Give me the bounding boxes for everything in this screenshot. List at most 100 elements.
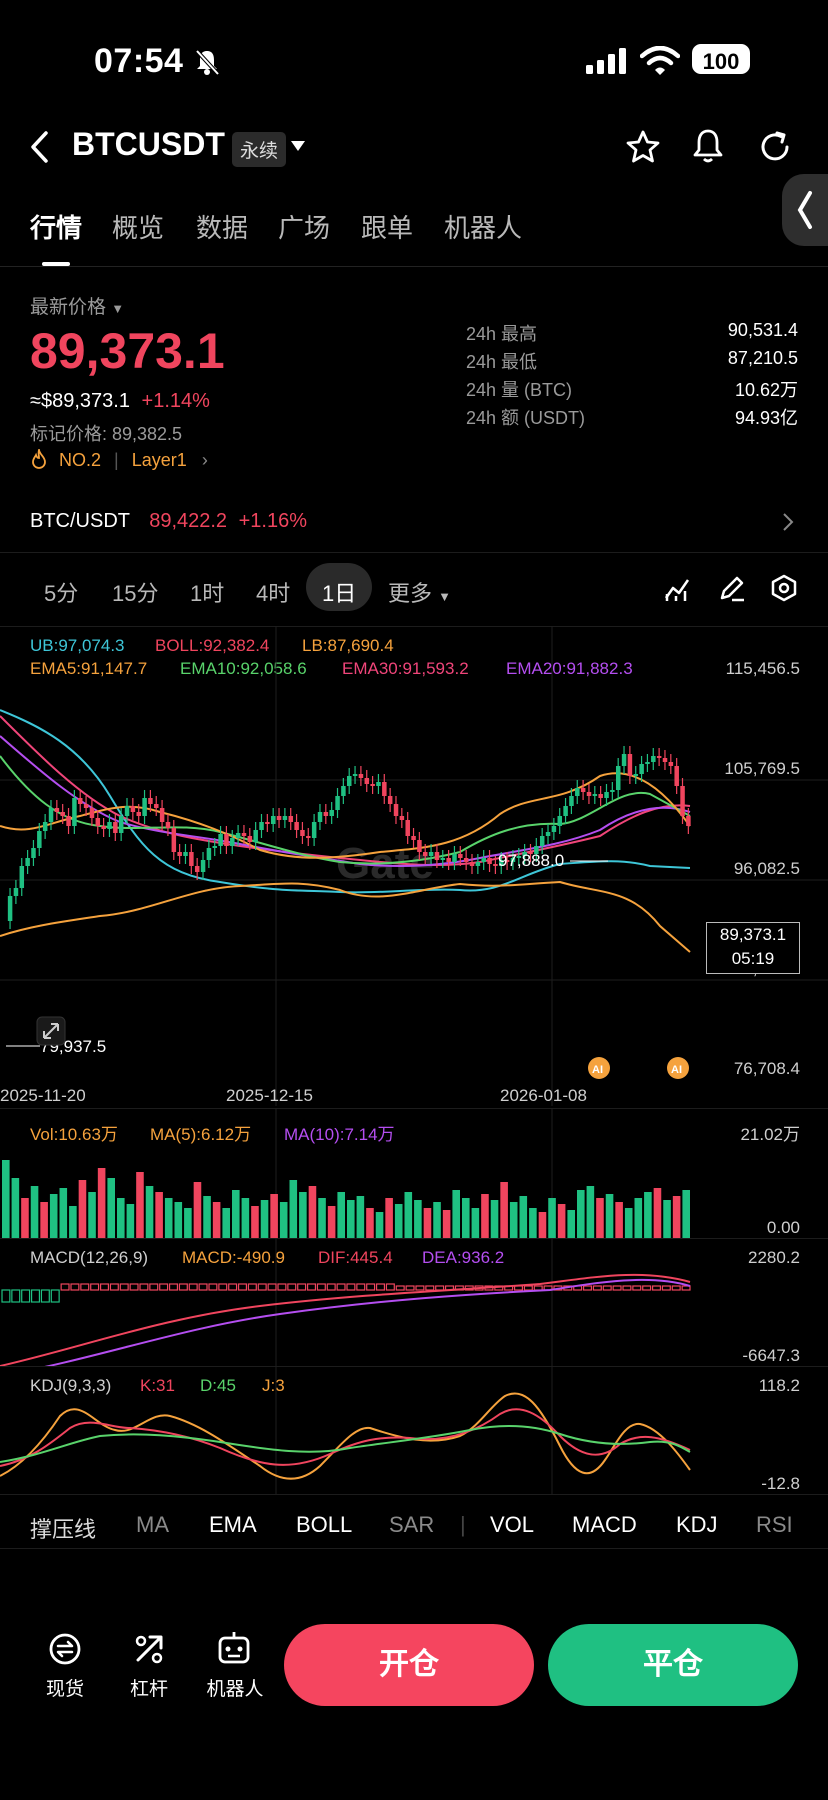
macd-bar [523, 1285, 533, 1291]
date-label: 2025-12-15 [226, 1086, 313, 1105]
volume-bar [117, 1198, 125, 1238]
bell-icon[interactable] [692, 128, 724, 164]
star-icon[interactable] [626, 130, 660, 164]
timeframe-1d[interactable]: 1日 [322, 581, 357, 606]
candle [662, 758, 668, 762]
rank-row[interactable]: NO.2 | Layer1 › [30, 446, 208, 471]
spot-icon[interactable] [48, 1632, 82, 1666]
candlestick-chart[interactable]: Gate 97,888.0 79,937.5 AI AI [0, 626, 828, 1106]
open-position-button[interactable]: 开仓 [284, 1624, 534, 1706]
volume-bar [299, 1192, 307, 1238]
spot-price-row[interactable]: BTC/USDT 89,422.2 +1.16% [30, 510, 307, 533]
indicator-sar[interactable]: SAR [389, 1512, 435, 1537]
candle [130, 806, 136, 812]
ai-marker[interactable] [667, 1057, 689, 1079]
tab-data[interactable]: 数据 [196, 213, 249, 243]
indicator-ema[interactable]: EMA [209, 1512, 257, 1537]
tab-bots[interactable]: 机器人 [444, 213, 523, 243]
leverage-icon[interactable] [132, 1632, 166, 1666]
candle [452, 854, 457, 862]
refresh-icon[interactable] [758, 130, 792, 164]
candle [89, 808, 95, 818]
nav-bots-label[interactable]: 机器人 [206, 1679, 264, 1700]
close-position-button[interactable]: 平仓 [548, 1624, 798, 1706]
legend-dif: DIF:445.4 [318, 1248, 393, 1267]
volume-bar [126, 1204, 135, 1238]
indicator-separator: | [460, 1512, 466, 1537]
legend-dea: DEA:936.2 [422, 1248, 505, 1267]
divider [0, 626, 828, 627]
candle [317, 812, 323, 822]
indicator-kdj[interactable]: KDJ [676, 1512, 718, 1537]
flame-icon [32, 446, 46, 469]
macd-bar [661, 1285, 671, 1291]
timeframe-more[interactable]: 更多 ▼ [388, 581, 452, 606]
nav-spot-label[interactable]: 现货 [45, 1679, 84, 1700]
draw-pen-icon[interactable] [718, 574, 746, 602]
stat-24h-high: 24h 最高 90,531.4 [466, 320, 798, 344]
tab-square[interactable]: 广场 [278, 213, 331, 243]
lb-line [0, 880, 691, 953]
kdj-chart [0, 1366, 691, 1494]
candle [610, 790, 615, 792]
side-panel-handle[interactable] [782, 174, 828, 246]
tab-market[interactable]: 行情 [30, 213, 83, 243]
volume-bar [232, 1190, 240, 1238]
indicator-vol[interactable]: VOL [490, 1512, 535, 1537]
expand-icon[interactable] [36, 1016, 66, 1046]
ai-marker[interactable] [588, 1057, 610, 1079]
divider [0, 1548, 828, 1549]
battery-icon: 100 [692, 44, 750, 74]
symbol-title[interactable]: BTCUSDT [72, 126, 225, 162]
candle [37, 831, 42, 848]
volume-bar [97, 1168, 106, 1238]
chevron-right-icon[interactable] [782, 512, 794, 532]
indicator-ma[interactable]: MA [136, 1512, 169, 1537]
tab-copy-trading[interactable]: 跟单 [361, 213, 414, 243]
chart-settings-icon[interactable] [770, 574, 798, 602]
candle [428, 852, 434, 856]
macd-bar [149, 1283, 159, 1291]
timeframe-4h[interactable]: 4时 [256, 581, 291, 606]
candle [534, 846, 539, 854]
indicator-support-resistance[interactable]: 撑压线 [30, 1517, 97, 1542]
tab-overview[interactable]: 概览 [112, 213, 165, 243]
volume-bar [88, 1192, 96, 1238]
nav-leverage-label[interactable]: 杠杆 [129, 1679, 168, 1700]
timeframe-15m[interactable]: 15分 [112, 581, 159, 606]
date-label: 2026-01-08 [500, 1086, 587, 1105]
volume-bar [78, 1180, 87, 1238]
axis-label: 0.00 [766, 1218, 800, 1237]
indicator-boll[interactable]: BOLL [296, 1512, 353, 1537]
latest-price-label[interactable]: 最新价格 ▼ [30, 297, 125, 318]
macd-bar [188, 1283, 198, 1291]
candle [235, 833, 241, 838]
indicator-rsi[interactable]: RSI [756, 1512, 793, 1537]
candle [469, 862, 475, 866]
caret-down-icon[interactable] [290, 140, 306, 152]
candle [42, 822, 48, 831]
candle [66, 816, 71, 826]
indicator-macd[interactable]: MACD [572, 1512, 637, 1537]
timeframe-5m[interactable]: 5分 [44, 581, 79, 606]
candle [253, 830, 258, 842]
candle [615, 766, 621, 790]
candle [329, 810, 334, 816]
candle [206, 848, 212, 860]
legend-ema20: EMA20:91,882.3 [506, 659, 633, 678]
robot-icon[interactable] [216, 1630, 252, 1666]
candle [300, 830, 305, 836]
last-price: 89,373.1 [30, 323, 225, 379]
indicator-settings-icon[interactable] [664, 576, 690, 602]
mark-price: 标记价格: 89,382.5 [30, 424, 183, 444]
stat-24h-low: 24h 最低 87,210.5 [466, 348, 798, 372]
ub-line [0, 709, 691, 894]
axis-label: 118.2 [758, 1376, 800, 1395]
timeframe-1h[interactable]: 1时 [190, 581, 225, 606]
divider [0, 266, 828, 267]
candle [113, 822, 118, 833]
back-icon[interactable] [28, 130, 50, 164]
legend-macd: MACD:-490.9 [182, 1248, 285, 1267]
macd-bar [129, 1283, 139, 1291]
candle [72, 798, 77, 826]
